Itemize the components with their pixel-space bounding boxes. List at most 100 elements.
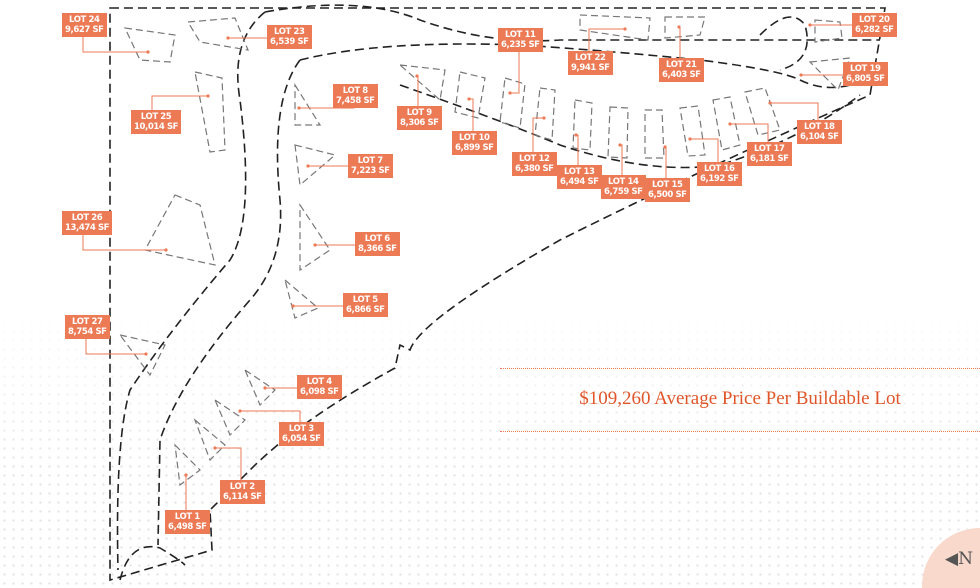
lot-number: LOT 7 — [357, 156, 383, 166]
lot-number: LOT 10 — [459, 133, 490, 143]
lot-marker — [542, 116, 546, 120]
lot-marker — [623, 27, 627, 31]
lot-label-13: LOT 13 6,494 SF — [557, 165, 602, 189]
cul-de-sac — [759, 16, 809, 71]
lot-number: LOT 19 — [850, 64, 881, 74]
lot-area: 8,366 SF — [358, 244, 397, 254]
lot-marker — [768, 101, 772, 105]
lot-area: 6,235 SF — [501, 40, 540, 50]
lot-marker — [306, 164, 310, 168]
leader-line — [532, 117, 544, 164]
lot-label-7: LOT 7 7,223 SF — [348, 154, 393, 178]
lot-area: 6,899 SF — [455, 143, 494, 153]
lot-label-20: LOT 20 6,282 SF — [852, 13, 897, 37]
lot-marker — [677, 25, 681, 29]
lot-label-19: LOT 19 6,805 SF — [843, 62, 888, 86]
lot-number: LOT 15 — [652, 180, 683, 190]
lot-label-12: LOT 12 6,380 SF — [512, 152, 557, 176]
lot-area: 6,380 SF — [515, 164, 554, 174]
lot-label-18: LOT 18 6,104 SF — [797, 120, 842, 144]
lot-label-4: LOT 4 6,098 SF — [297, 375, 342, 399]
lot-label-9: LOT 9 8,306 SF — [397, 106, 442, 130]
lot-marker — [144, 352, 148, 356]
lot-area: 6,498 SF — [168, 522, 207, 532]
lot-area: 6,181 SF — [750, 154, 789, 164]
lot-area: 6,759 SF — [604, 187, 643, 197]
road-south-edge — [399, 84, 861, 169]
cul-de-sac-south — [119, 546, 186, 581]
lot-label-15: LOT 15 6,500 SF — [645, 178, 690, 202]
lot-marker — [164, 248, 168, 252]
lot-area: 8,754 SF — [68, 327, 107, 337]
lot-marker — [206, 94, 210, 98]
lot-area: 8,306 SF — [400, 118, 439, 128]
lot-label-22: LOT 22 9,941 SF — [568, 51, 613, 75]
lot-area: 6,282 SF — [855, 25, 894, 35]
lot-area: 6,494 SF — [560, 177, 599, 187]
lot-number: LOT 4 — [306, 377, 332, 387]
lot-area: 7,223 SF — [351, 166, 390, 176]
lot-label-11: LOT 11 6,235 SF — [498, 28, 543, 52]
lot-label-25: LOT 25 10,014 SF — [131, 110, 182, 134]
lot-number: LOT 25 — [140, 112, 172, 122]
lot-area: 9,941 SF — [571, 63, 610, 73]
lot-number: LOT 21 — [666, 60, 697, 70]
lot-label-16: LOT 16 6,192 SF — [697, 162, 742, 186]
lot-marker — [799, 73, 803, 77]
lot-area: 6,805 SF — [846, 74, 885, 84]
lot-label-17: LOT 17 6,181 SF — [747, 142, 792, 166]
lot-area: 6,500 SF — [648, 190, 687, 200]
lot-label-6: LOT 6 8,366 SF — [355, 232, 400, 256]
lot-number: LOT 1 — [174, 512, 200, 522]
lot-marker — [574, 133, 578, 137]
lot-number: LOT 14 — [608, 177, 639, 187]
lot-marker — [688, 137, 692, 141]
lot-label-1: LOT 1 6,498 SF — [165, 510, 210, 534]
lot-marker — [238, 409, 242, 413]
lot-marker — [508, 91, 512, 95]
lot-area: 6,114 SF — [223, 492, 262, 502]
lot-number: LOT 18 — [804, 122, 835, 132]
lot-number: LOT 9 — [406, 108, 432, 118]
lot-marker — [313, 243, 317, 247]
leader-line — [215, 447, 242, 492]
lot-label-5: LOT 5 6,866 SF — [343, 293, 388, 317]
lot-number: LOT 23 — [274, 27, 305, 37]
lot-number: LOT 20 — [859, 15, 890, 25]
lot-marker — [146, 50, 150, 54]
lot-marker — [291, 304, 295, 308]
average-price-text: $109,260 Average Price Per Buildable Lot — [579, 388, 901, 409]
lot-area: 6,098 SF — [300, 387, 339, 397]
lot-number: LOT 16 — [704, 164, 735, 174]
lot-marker — [297, 106, 301, 110]
lot-marker — [213, 446, 217, 450]
lot-marker — [415, 74, 419, 78]
lot-label-26: LOT 26 13,474 SF — [62, 211, 113, 235]
lot-marker — [226, 36, 230, 40]
north-arrow-icon: ◀N — [945, 549, 973, 569]
road-west-edge — [116, 11, 266, 571]
lot-area: 10,014 SF — [134, 122, 179, 132]
lot-area: 6,539 SF — [270, 37, 309, 47]
lot-area: 13,474 SF — [65, 223, 110, 233]
lot-marker — [728, 122, 732, 126]
lot-label-23: LOT 23 6,539 SF — [267, 25, 312, 49]
lot-marker — [263, 386, 267, 390]
lot-number: LOT 22 — [575, 53, 606, 63]
lot-area: 6,054 SF — [282, 434, 321, 444]
lot-number: LOT 3 — [288, 424, 314, 434]
lot-marker — [467, 97, 471, 101]
lot-number: LOT 13 — [564, 167, 595, 177]
leader-line — [510, 40, 520, 94]
lot-label-8: LOT 8 7,458 SF — [333, 84, 378, 108]
lot-marker — [663, 145, 667, 149]
lot-area: 6,192 SF — [700, 174, 739, 184]
lot-number: LOT 26 — [71, 213, 103, 223]
lot-label-21: LOT 21 6,403 SF — [659, 58, 704, 82]
lot-number: LOT 2 — [229, 482, 255, 492]
road-inner-edge — [299, 43, 866, 89]
lot-number: LOT 24 — [69, 15, 100, 25]
lot-number: LOT 17 — [754, 144, 785, 154]
lot-number: LOT 5 — [352, 295, 378, 305]
